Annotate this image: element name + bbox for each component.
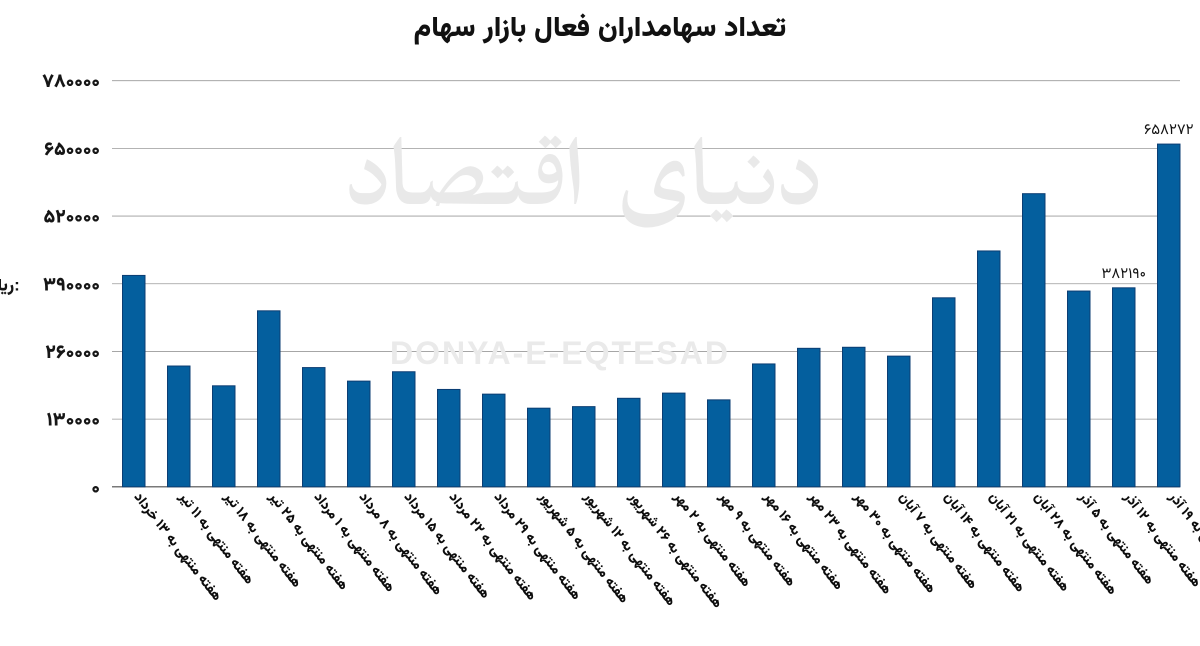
svg-text:هفته منتهی به ۹ مهر: هفته منتهی به ۹ مهر [715,489,799,590]
svg-text:هفته منتهی به ۲۹ مرداد: هفته منتهی به ۲۹ مرداد [491,489,585,603]
svg-text:۲۶۰۰۰۰: ۲۶۰۰۰۰ [45,342,100,363]
svg-text:هفته منتهی به ۱۵ مرداد: هفته منتهی به ۱۵ مرداد [401,489,494,602]
svg-text:هفته منتهی به ۸ مرداد: هفته منتهی به ۸ مرداد [356,489,446,598]
svg-text:ریال:: ریال: [0,275,20,295]
svg-text:هفته منتهی به ۱۳ خرداد: هفته منتهی به ۱۳ خرداد [131,489,226,604]
svg-text:۳۸۲۱۹۰: ۳۸۲۱۹۰ [1102,265,1146,282]
svg-text:هفته منتهی به ۲۵ تیر: هفته منتهی به ۲۵ تیر [265,489,352,594]
svg-text:۷۸۰۰۰۰: ۷۸۰۰۰۰ [42,71,100,92]
svg-text:هفته منتهی به ۲ مهر: هفته منتهی به ۲ مهر [670,489,754,591]
svg-text:۶۵۸۲۷۲: ۶۵۸۲۷۲ [1144,121,1194,138]
svg-text:هفته منتهی به ۳۰ مهر: هفته منتهی به ۳۰ مهر [850,489,939,597]
svg-text:هفته منتهی به ۲۱ آبان: هفته منتهی به ۲۱ آبان [986,489,1073,595]
svg-text:هفته منتهی به ۱۸ تیر: هفته منتهی به ۱۸ تیر [220,489,305,591]
svg-text:هفته منتهی به ۱۴ آبان: هفته منتهی به ۱۴ آبان [941,489,1029,595]
svg-text:۳۹۰۰۰۰: ۳۹۰۰۰۰ [43,274,100,295]
svg-text:۰: ۰ [91,477,100,498]
svg-text:۱۳۰۰۰۰: ۱۳۰۰۰۰ [47,410,100,431]
svg-text:۵۲۰۰۰۰: ۵۲۰۰۰۰ [43,207,100,228]
svg-text:هفته منتهی به ۱ مرداد: هفته منتهی به ۱ مرداد [311,489,399,595]
svg-text:هفته منتهی به ۷ آبان: هفته منتهی به ۷ آبان [896,489,981,592]
svg-text:هفته منتهی به ۲۸ آبان: هفته منتهی به ۲۸ آبان [1031,489,1121,598]
svg-text:۶۵۰۰۰۰: ۶۵۰۰۰۰ [44,139,100,160]
svg-text:هفته منتهی به ۲۳ مهر: هفته منتهی به ۲۳ مهر [805,489,895,598]
svg-text:هفته منتهی به ۱۶ مهر: هفته منتهی به ۱۶ مهر [760,489,847,594]
svg-text:هفته منتهی به ۲۲ مرداد: هفته منتهی به ۲۲ مرداد [446,489,540,603]
